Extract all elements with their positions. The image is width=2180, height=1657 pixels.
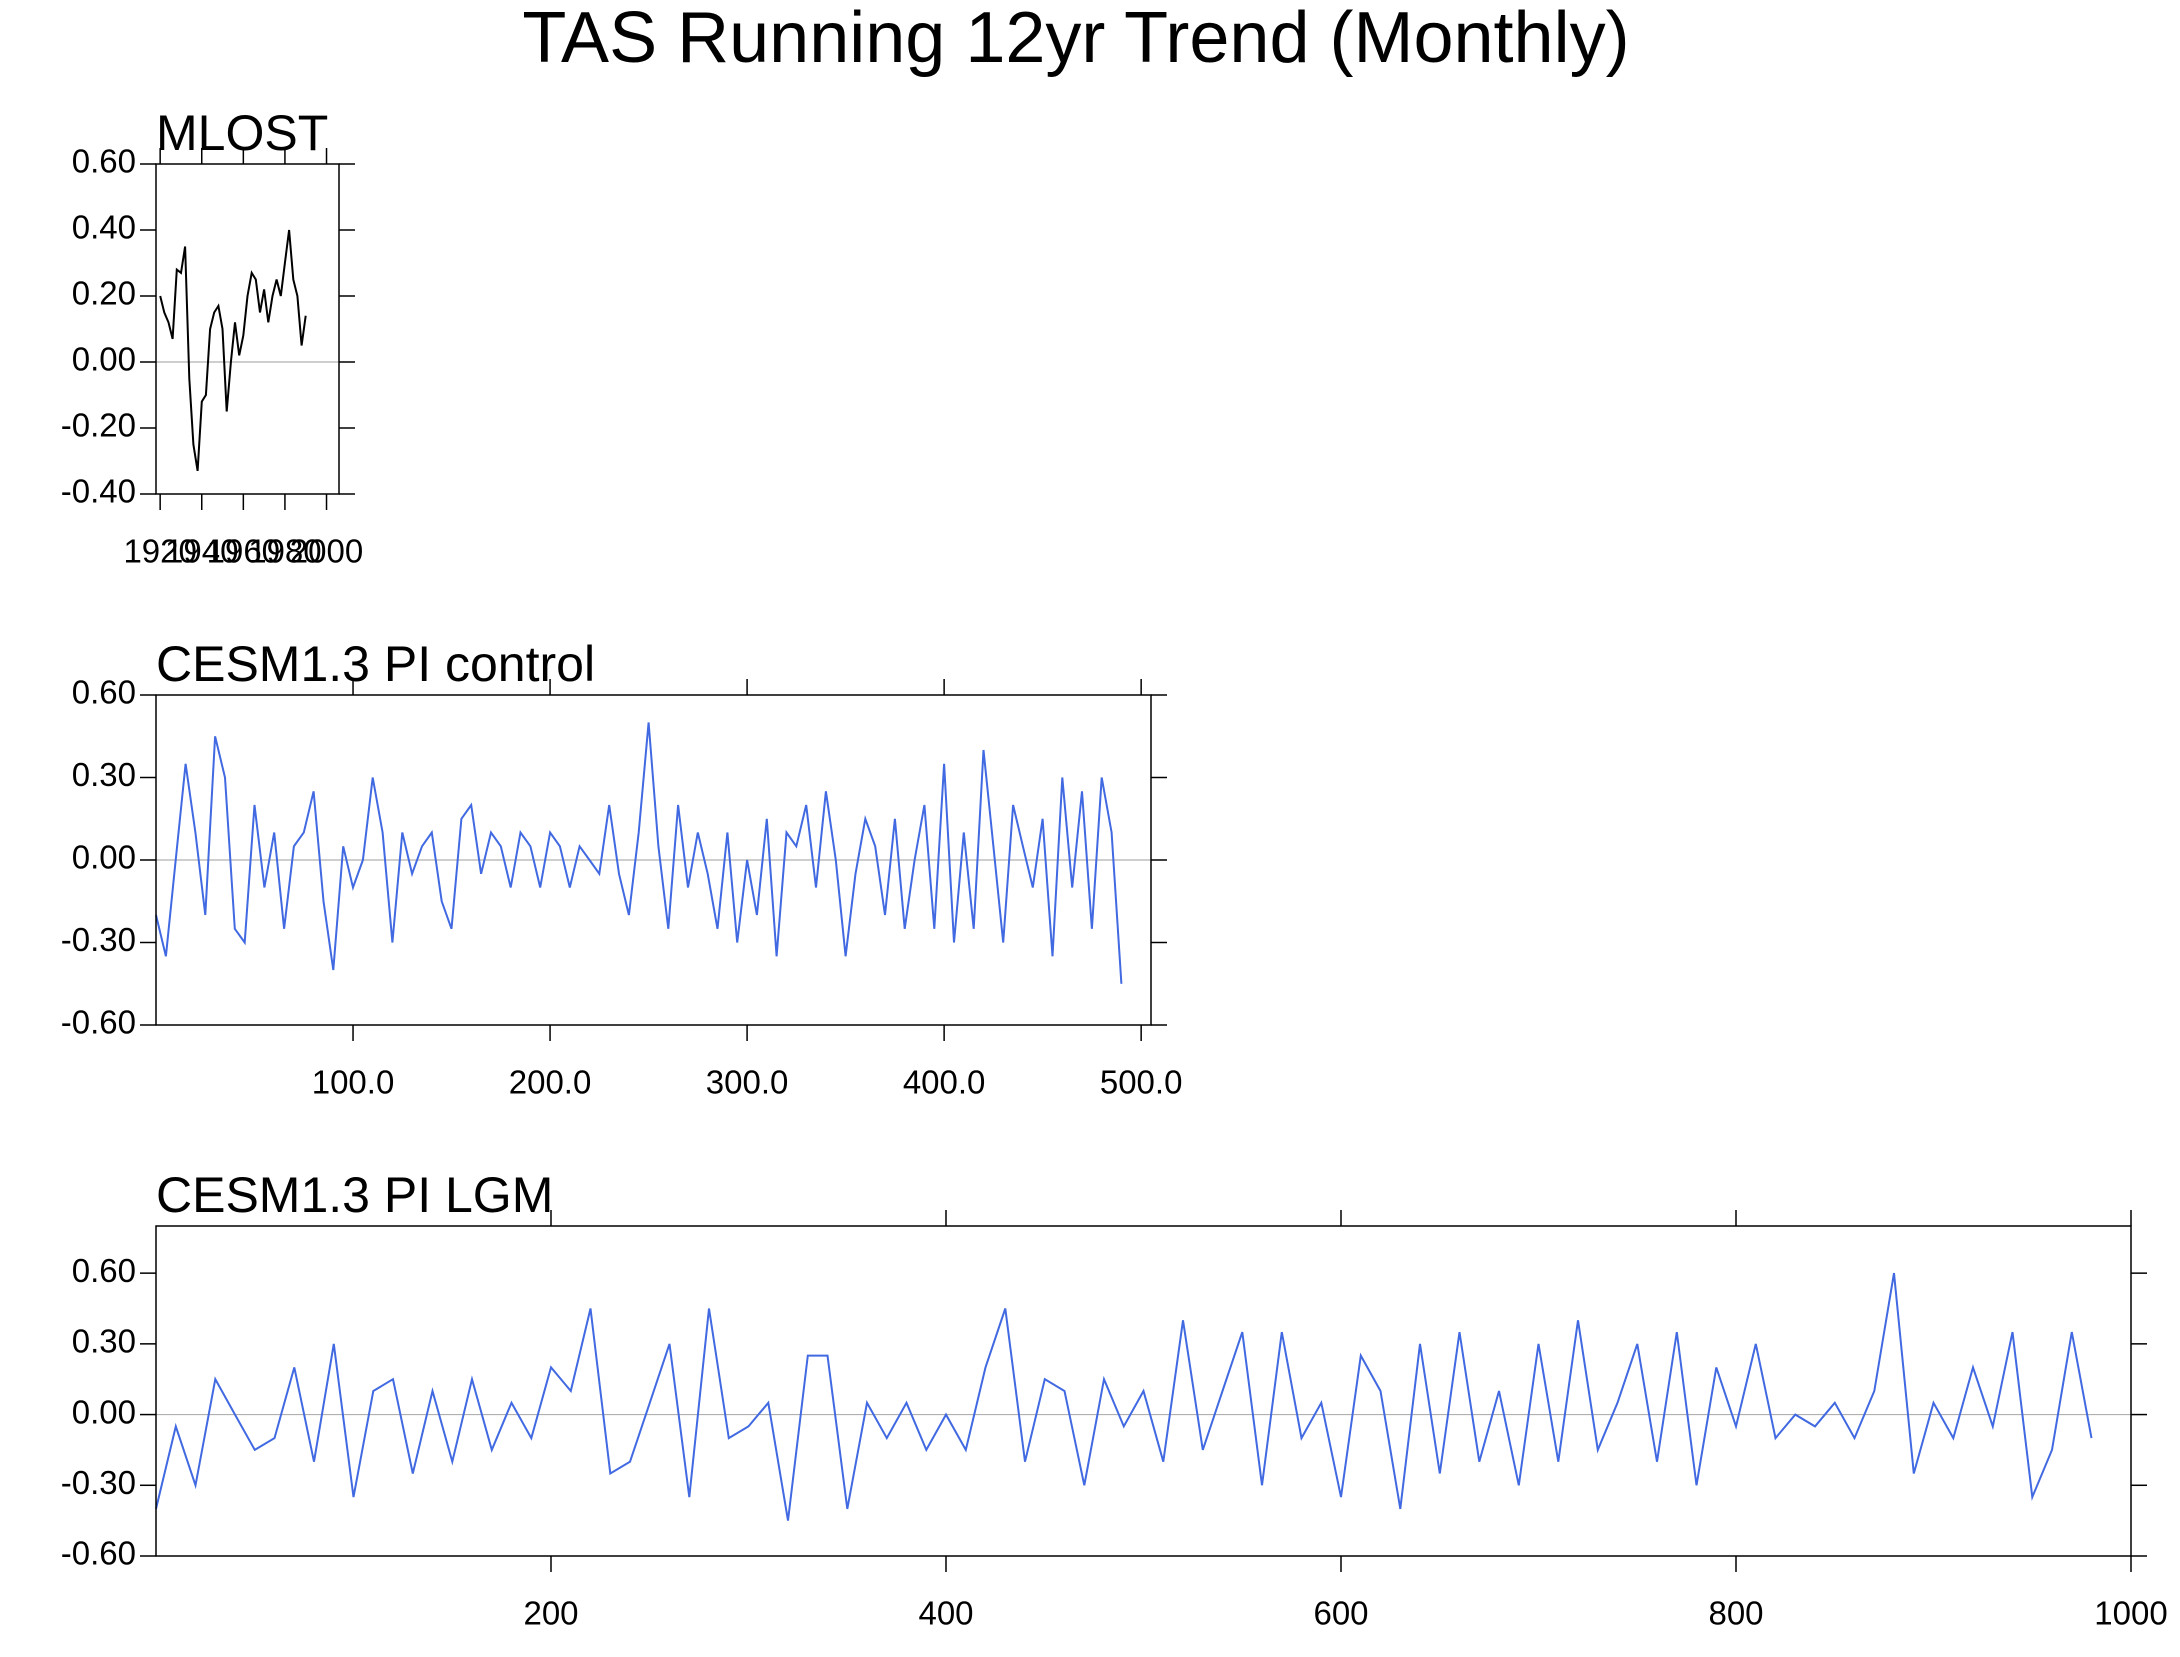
figure-title: TAS Running 12yr Trend (Monthly) bbox=[522, 0, 1629, 78]
y-tick-label: 0.20 bbox=[72, 275, 136, 312]
x-tick-label: 1940 bbox=[165, 533, 238, 570]
x-tick-label: 300.0 bbox=[706, 1064, 789, 1101]
plot-frame bbox=[155, 163, 340, 495]
x-tick-label: 500.0 bbox=[1100, 1064, 1183, 1101]
plot-frame bbox=[155, 1225, 2132, 1557]
panel-title: CESM1.3 PI LGM bbox=[156, 1167, 553, 1223]
y-tick-label: 0.60 bbox=[72, 143, 136, 180]
data-line bbox=[155, 722, 1123, 984]
x-tick-label: 200.0 bbox=[509, 1064, 592, 1101]
y-tick-label: -0.60 bbox=[61, 1004, 136, 1041]
panel-title: MLOST bbox=[156, 105, 328, 161]
y-tick-label: 0.60 bbox=[72, 674, 136, 711]
x-tick-label: 1980 bbox=[248, 533, 321, 570]
data-line bbox=[159, 229, 307, 472]
y-tick-label: 0.00 bbox=[72, 341, 136, 378]
plot-frame bbox=[155, 694, 1152, 1026]
y-tick-label: 0.30 bbox=[72, 756, 136, 793]
x-tick-label: 400.0 bbox=[903, 1064, 986, 1101]
x-tick-label: 1960 bbox=[207, 533, 280, 570]
x-tick-label: 2000 bbox=[290, 533, 363, 570]
data-line bbox=[155, 1272, 2093, 1521]
y-tick-label: -0.30 bbox=[61, 1464, 136, 1501]
y-tick-label: -0.30 bbox=[61, 921, 136, 958]
x-tick-label: 1000 bbox=[2094, 1595, 2167, 1632]
x-tick-label: 400 bbox=[918, 1595, 973, 1632]
y-tick-label: -0.20 bbox=[61, 407, 136, 444]
y-tick-label: -0.60 bbox=[61, 1535, 136, 1572]
x-tick-label: 200 bbox=[523, 1595, 578, 1632]
y-tick-label: 0.40 bbox=[72, 209, 136, 246]
y-tick-label: 0.60 bbox=[72, 1252, 136, 1289]
y-tick-label: 0.00 bbox=[72, 1393, 136, 1430]
x-tick-label: 100.0 bbox=[312, 1064, 395, 1101]
x-tick-label: 1920 bbox=[123, 533, 196, 570]
y-tick-label: 0.30 bbox=[72, 1323, 136, 1360]
y-tick-label: -0.40 bbox=[61, 473, 136, 510]
y-tick-label: 0.00 bbox=[72, 839, 136, 876]
x-tick-label: 800 bbox=[1708, 1595, 1763, 1632]
x-tick-label: 600 bbox=[1313, 1595, 1368, 1632]
panel-title: CESM1.3 PI control bbox=[156, 636, 595, 692]
